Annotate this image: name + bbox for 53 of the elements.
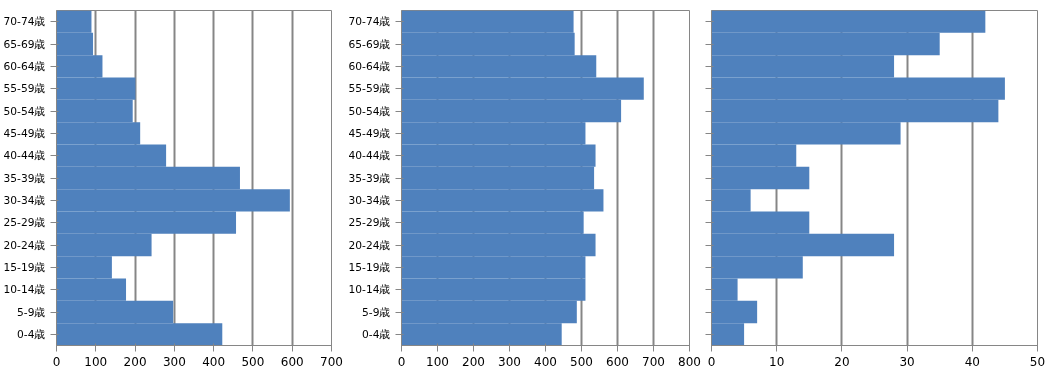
x-tick-label: 300: [162, 354, 186, 369]
x-tick-label: 400: [202, 354, 226, 369]
y-tick-label: 30-34歳: [3, 193, 46, 207]
x-tick-label: 500: [570, 354, 593, 369]
x-tick-label: 400: [534, 354, 557, 369]
x-tick-label: 20: [834, 354, 850, 369]
y-tick-label: 20-24歳: [3, 238, 46, 252]
x-tick-label: 10: [769, 354, 785, 369]
x-tick-label: 700: [642, 354, 665, 369]
y-tick-label: 5-9歳: [362, 305, 391, 319]
x-tick-label: 500: [241, 354, 265, 369]
x-tick-label: 0: [707, 354, 716, 369]
x-tick-label: 200: [462, 354, 485, 369]
y-tick-label: 60-64歳: [348, 59, 391, 73]
y-tick-label: 25-29歳: [3, 216, 46, 230]
y-tick-label: 0-4歳: [362, 327, 391, 341]
y-tick-label: 50-54歳: [3, 104, 46, 118]
y-tick-label: 15-19歳: [348, 260, 391, 274]
x-tick-label: 600: [280, 354, 304, 369]
x-tick-label: 600: [606, 354, 629, 369]
x-tick-label: 30: [899, 354, 915, 369]
y-tick-label: 45-49歳: [348, 126, 391, 140]
x-tick-label: 100: [426, 354, 449, 369]
y-tick-label: 30-34歳: [348, 193, 391, 207]
y-tick-label: 15-19歳: [3, 260, 46, 274]
y-tick-label: 35-39歳: [3, 171, 46, 185]
y-tick-label: 40-44歳: [348, 149, 391, 163]
y-tick-label: 5-9歳: [17, 305, 46, 319]
x-tick-label: 700: [320, 354, 343, 369]
y-tick-label: 25-29歳: [348, 216, 391, 230]
y-tick-label: 60-64歳: [3, 59, 46, 73]
y-tick-label: 10-14歳: [348, 283, 391, 297]
y-tick-label: 70-74歳: [348, 15, 391, 29]
y-tick-label: 45-49歳: [3, 126, 46, 140]
x-tick-label: 50: [1029, 354, 1046, 369]
y-tick-label: 65-69歳: [348, 37, 391, 51]
y-tick-label: 55-59歳: [3, 82, 46, 96]
y-tick-label: 0-4歳: [17, 327, 46, 341]
y-tick-label: 55-59歳: [348, 82, 391, 96]
x-tick-label: 0: [397, 354, 406, 369]
y-tick-label: 70-74歳: [3, 15, 46, 29]
x-tick-label: 800: [678, 354, 701, 369]
y-tick-label: 20-24歳: [348, 238, 391, 252]
x-tick-label: 40: [964, 354, 980, 369]
y-tick-label: 50-54歳: [348, 104, 391, 118]
y-tick-label: 65-69歳: [3, 37, 46, 51]
y-tick-label: 35-39歳: [348, 171, 391, 185]
x-tick-label: 0: [52, 354, 61, 369]
x-tick-label: 100: [84, 354, 108, 369]
x-tick-label: 200: [123, 354, 147, 369]
y-tick-label: 10-14歳: [3, 283, 46, 297]
y-tick-label: 40-44歳: [3, 149, 46, 163]
x-tick-label: 300: [498, 354, 521, 369]
